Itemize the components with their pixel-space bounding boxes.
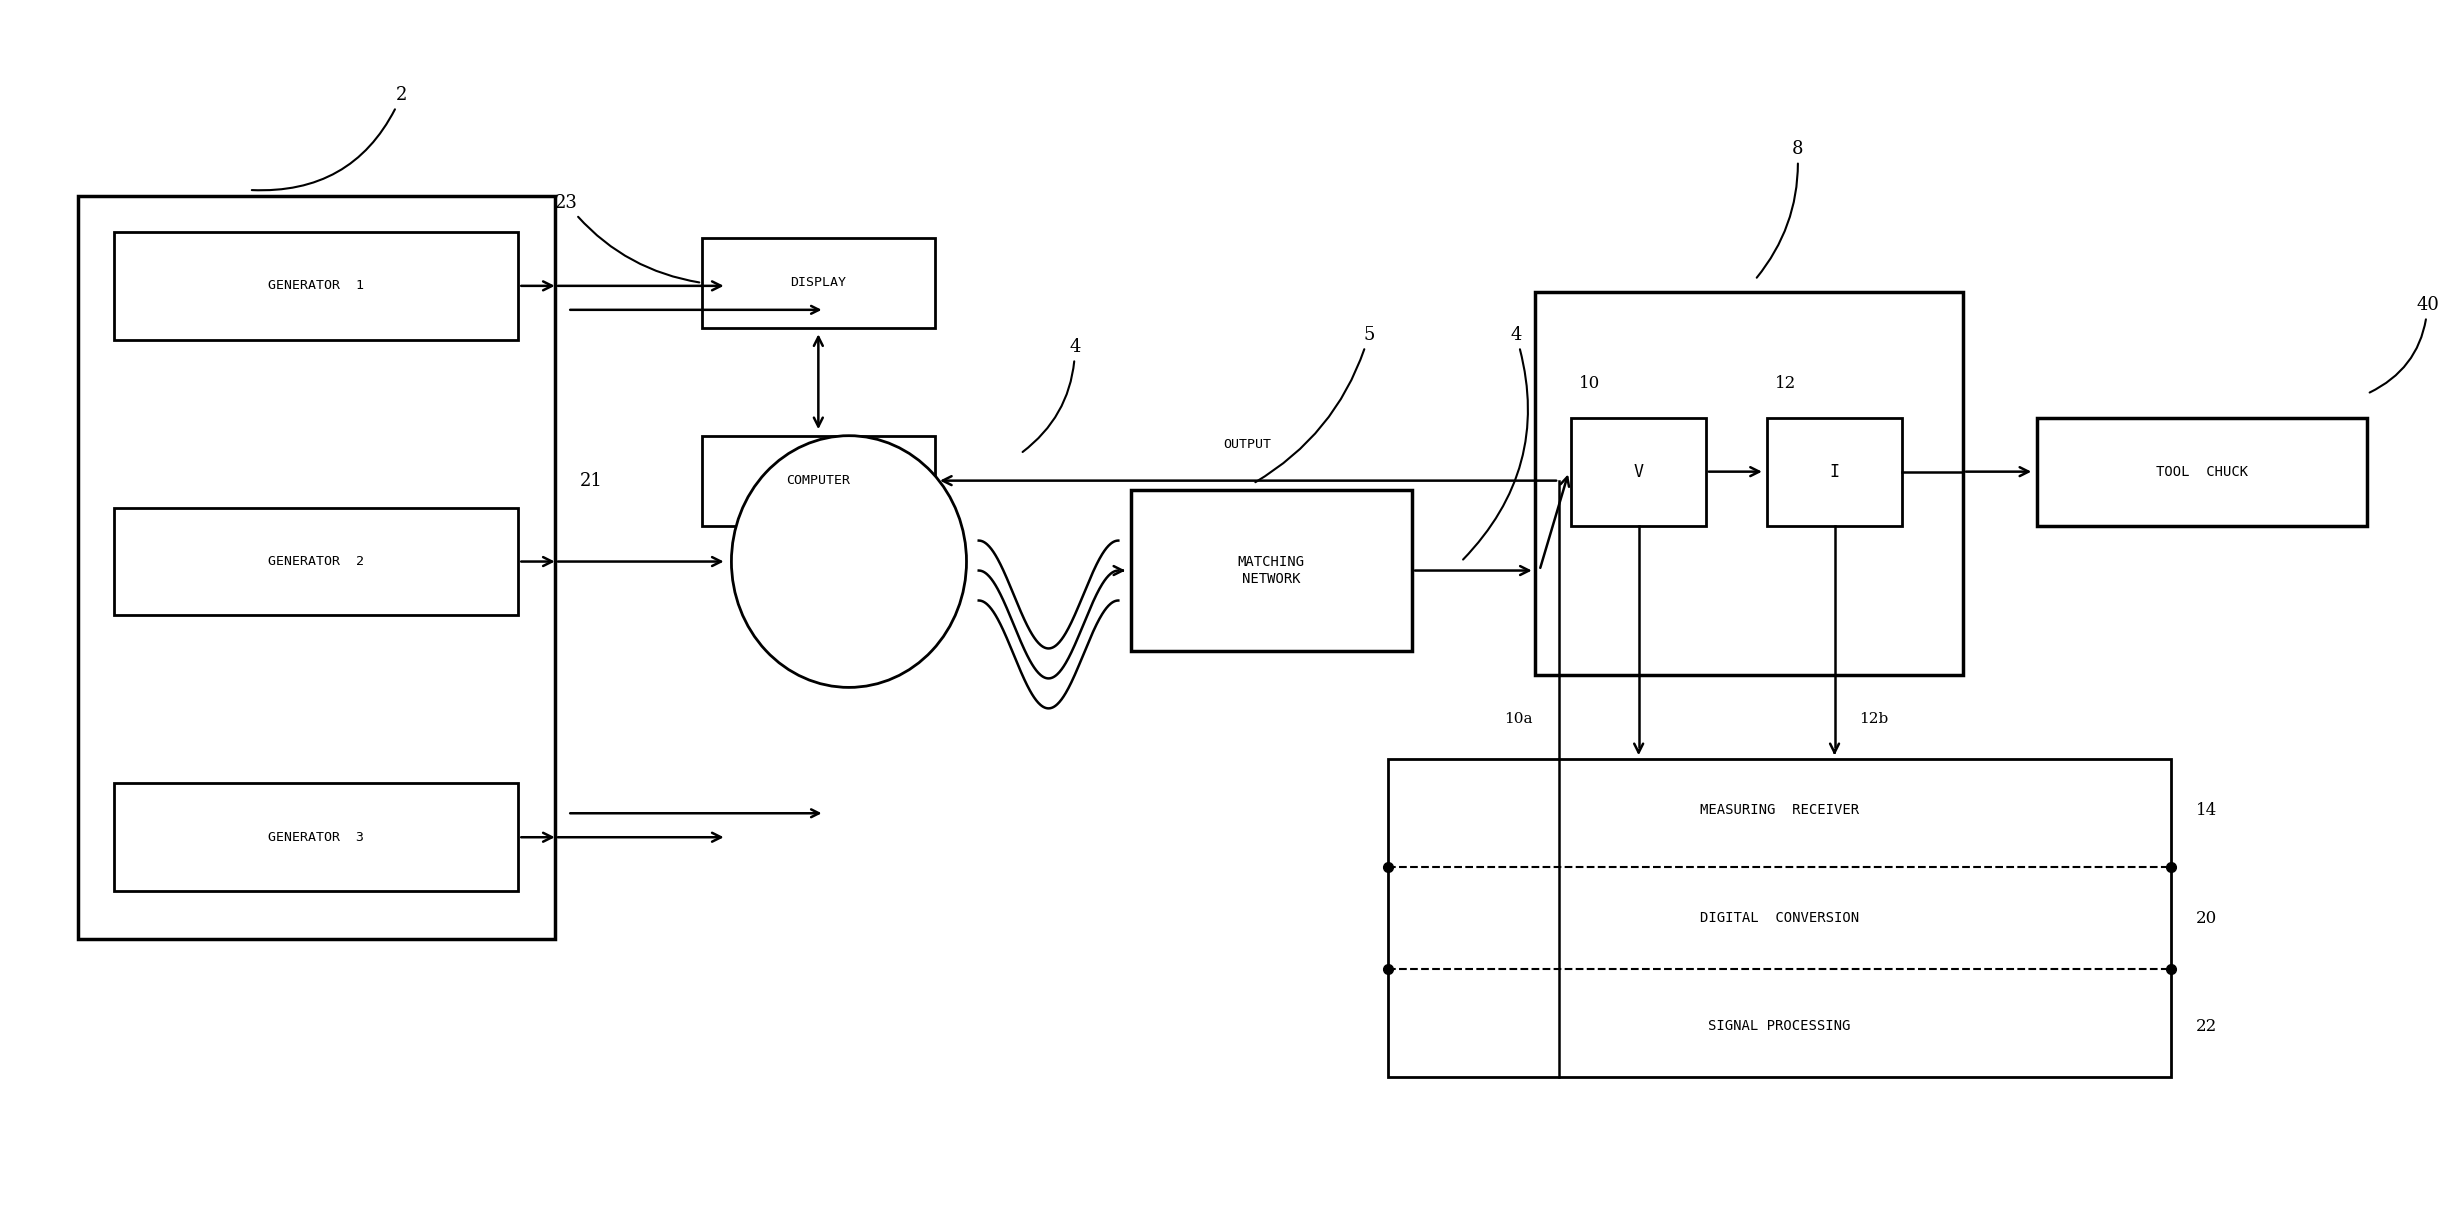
Ellipse shape [732,436,966,688]
Text: GENERATOR  1: GENERATOR 1 [268,279,364,292]
Text: 40: 40 [2369,296,2440,392]
Text: DISPLAY: DISPLAY [791,276,845,290]
FancyBboxPatch shape [703,436,934,525]
Text: 20: 20 [2197,910,2216,927]
Text: 10a: 10a [1504,712,1533,727]
FancyBboxPatch shape [1572,418,1705,525]
FancyBboxPatch shape [1388,759,2172,1077]
Text: I: I [1830,462,1840,480]
FancyBboxPatch shape [1767,418,1902,525]
Text: COMPUTER: COMPUTER [786,474,850,488]
FancyBboxPatch shape [115,783,518,891]
Text: 4: 4 [1462,326,1528,560]
FancyBboxPatch shape [1536,292,1963,676]
Text: 4: 4 [1022,338,1081,451]
Text: 8: 8 [1757,140,1803,278]
Text: TOOL  CHUCK: TOOL CHUCK [2155,465,2248,479]
FancyBboxPatch shape [2037,418,2366,525]
FancyBboxPatch shape [115,508,518,616]
FancyBboxPatch shape [79,196,555,939]
Text: 10: 10 [1580,374,1600,392]
Text: V: V [1634,462,1644,480]
Text: SIGNAL PROCESSING: SIGNAL PROCESSING [1708,1019,1850,1033]
Text: 5: 5 [1256,326,1373,483]
Text: GENERATOR  3: GENERATOR 3 [268,830,364,844]
Text: GENERATOR  2: GENERATOR 2 [268,555,364,568]
FancyBboxPatch shape [115,232,518,340]
Text: DIGITAL  CONVERSION: DIGITAL CONVERSION [1700,911,1860,925]
Text: 23: 23 [555,194,700,282]
Text: MATCHING
NETWORK: MATCHING NETWORK [1238,555,1305,585]
Text: MEASURING  RECEIVER: MEASURING RECEIVER [1700,804,1860,817]
Text: 12: 12 [1774,374,1796,392]
Text: 14: 14 [2197,801,2216,818]
FancyBboxPatch shape [1130,490,1413,652]
Text: 12b: 12b [1860,712,1889,727]
FancyBboxPatch shape [703,238,934,328]
Text: 21: 21 [580,472,602,490]
Text: OUTPUT: OUTPUT [1224,438,1270,450]
Text: 2: 2 [251,86,408,191]
Text: 22: 22 [2197,1018,2216,1034]
